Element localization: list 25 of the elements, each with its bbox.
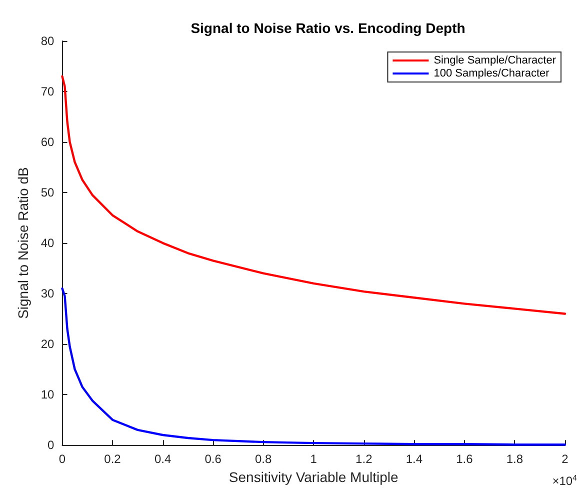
x-tick-label: 1 [310, 452, 318, 466]
x-tick-label: 0.6 [204, 452, 222, 466]
legend-label: 100 Samples/Character [434, 68, 550, 80]
legend-label: Single Sample/Character [434, 54, 556, 66]
x-tick-label: 0.2 [104, 452, 122, 466]
x-tick-label: 1.8 [506, 452, 524, 466]
x-tick-label: 1.4 [406, 452, 423, 466]
y-tick-label: 20 [40, 337, 55, 352]
y-axis-title: Signal to Noise Ratio dB [15, 167, 31, 319]
x-axis-title: Sensitivity Variable Multiple [228, 469, 399, 485]
x-tick-label: 1.6 [456, 452, 474, 466]
x-tick-label: 0.4 [154, 452, 172, 466]
y-tick-label: 0 [48, 438, 55, 452]
y-tick-label: 40 [40, 236, 55, 250]
x-tick-label: 1.2 [356, 452, 373, 466]
y-tick-label: 50 [40, 186, 55, 200]
x-tick-label: 0.8 [255, 452, 272, 466]
x-tick-label: 0 [58, 452, 66, 466]
y-tick-label: 60 [40, 135, 55, 150]
y-tick-label: 10 [40, 388, 55, 402]
chart-title: Signal to Noise Ratio vs. Encoding Depth [190, 20, 466, 36]
y-tick-label: 70 [40, 84, 55, 99]
y-tick-label: 80 [40, 34, 55, 48]
x-tick-label: 2 [562, 452, 569, 466]
y-tick-label: 30 [40, 286, 55, 301]
